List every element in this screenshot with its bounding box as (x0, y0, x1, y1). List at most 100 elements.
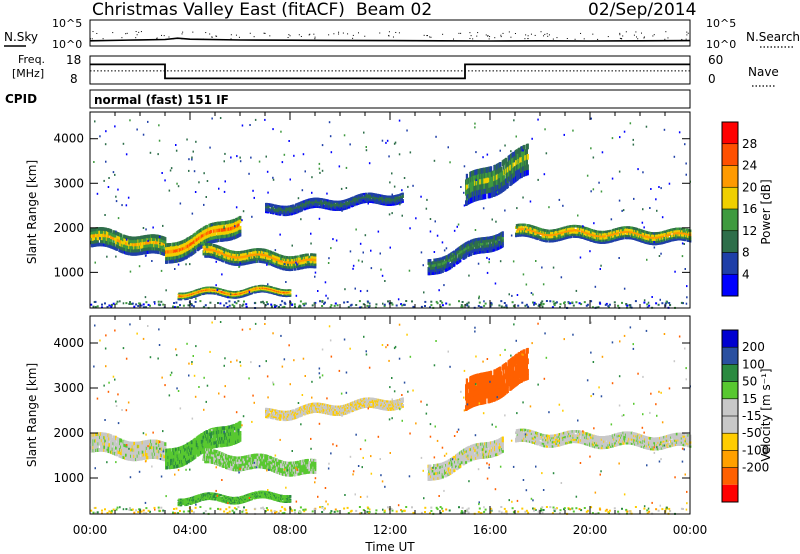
range-cell (548, 240, 551, 243)
range-cell (164, 237, 167, 241)
nsearch-point (607, 36, 609, 38)
range-cell (213, 290, 216, 293)
range-cell (230, 296, 233, 299)
range-cell (630, 237, 633, 240)
range-cell (216, 292, 219, 295)
range-cell (251, 260, 254, 264)
beam-label: Beam 02 (356, 0, 432, 20)
range-cell (515, 149, 518, 155)
range-cell (133, 236, 136, 241)
range-cell (239, 225, 242, 230)
nsearch-point (163, 35, 165, 37)
range-cell (284, 209, 287, 212)
range-cell (280, 262, 283, 266)
range-cell (291, 256, 294, 260)
range-cell (274, 262, 277, 265)
nsearch-point (633, 34, 635, 36)
range-cell (270, 292, 273, 295)
nsearch-point (364, 35, 366, 37)
range-cell (429, 259, 432, 263)
range-cell (126, 235, 129, 240)
range-cell (435, 261, 438, 265)
range-cell (306, 253, 309, 257)
range-cell (195, 244, 198, 249)
range-cell (430, 264, 433, 268)
range-cell (624, 226, 627, 229)
range-cell (147, 243, 150, 248)
nsearch-point (488, 38, 490, 40)
range-cell (254, 255, 257, 259)
range-cell (186, 298, 189, 300)
nsearch-point (238, 36, 240, 38)
range-cell (570, 231, 573, 234)
range-cell (683, 228, 686, 231)
nsearch-point (398, 32, 400, 34)
range-cell (468, 240, 471, 244)
range-cell (261, 290, 264, 293)
range-cell (173, 249, 176, 253)
range-cell (560, 227, 563, 230)
nsearch-point (685, 38, 687, 40)
range-cell (118, 245, 121, 249)
range-cell (271, 261, 274, 264)
range-cell (221, 221, 224, 225)
nsearch-point (442, 33, 444, 35)
range-cell (345, 207, 348, 210)
range-cell (265, 204, 268, 207)
range-cell (657, 231, 660, 235)
range-cell (679, 237, 682, 241)
range-cell (105, 234, 108, 238)
range-cell (244, 293, 247, 296)
range-cell (160, 238, 163, 243)
range-cell (205, 224, 208, 229)
range-cell (120, 236, 123, 241)
range-cell (351, 204, 354, 207)
range-cell (550, 237, 553, 241)
range-cell (115, 247, 118, 251)
range-cell (523, 225, 526, 229)
nsearch-point (514, 33, 516, 35)
range-cell (467, 253, 470, 257)
range-cell (179, 247, 182, 252)
range-cell (210, 250, 213, 254)
range-cell (245, 259, 248, 263)
range-cell (165, 246, 168, 251)
range-cell (93, 237, 96, 241)
range-cell (239, 219, 242, 223)
range-cell (200, 231, 203, 236)
range-cell (590, 237, 593, 240)
range-cell (224, 292, 227, 294)
nsearch-point (453, 38, 455, 40)
nsearch-point (264, 32, 266, 34)
range-cell (125, 247, 128, 252)
nsearch-point (653, 34, 655, 36)
nsearch-point (215, 35, 217, 37)
range-cell (229, 261, 232, 265)
range-cell (274, 293, 277, 295)
range-cell (499, 162, 502, 168)
range-cell (680, 229, 683, 233)
range-cell (506, 177, 509, 183)
nsearch-point (508, 31, 510, 33)
range-cell (525, 149, 528, 155)
range-cell (496, 184, 499, 190)
range-cell (203, 293, 206, 295)
range-cell (289, 268, 292, 272)
range-cell (669, 239, 672, 242)
range-cell (389, 202, 392, 205)
range-cell (513, 171, 516, 178)
range-cell (237, 255, 240, 259)
range-cell (316, 205, 319, 208)
range-cell (349, 201, 352, 204)
range-cell (289, 289, 292, 291)
range-cell (176, 245, 179, 249)
range-cell (560, 233, 563, 237)
range-cell (113, 243, 116, 247)
nsearch-point (510, 36, 512, 38)
range-cell (525, 225, 528, 229)
range-cell (217, 221, 220, 226)
range-cell (307, 265, 310, 269)
range-cell (200, 227, 203, 232)
range-cell (527, 230, 530, 234)
range-cell (272, 212, 275, 215)
